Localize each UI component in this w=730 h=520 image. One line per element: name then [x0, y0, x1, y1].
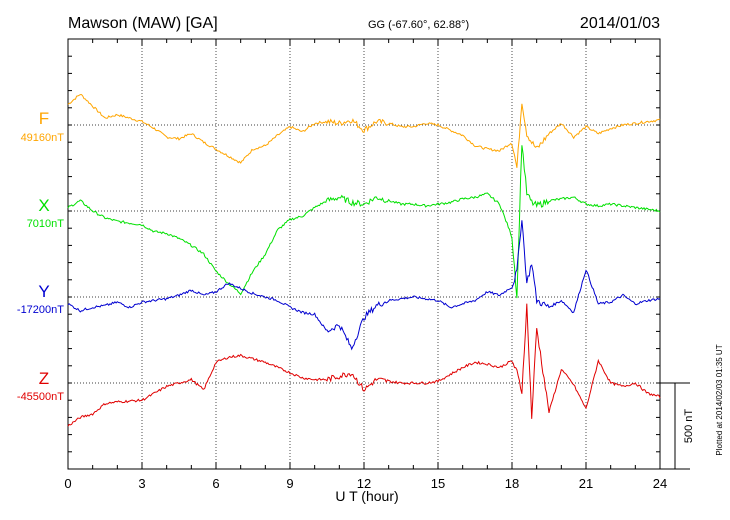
- coordinates-label: GG (-67.60°, 62.88°): [368, 19, 469, 31]
- plot-frame: [67, 38, 661, 470]
- series-name-f: F: [39, 109, 49, 128]
- scale-bar: 500 nT: [660, 382, 695, 470]
- series-name-z: Z: [39, 369, 49, 388]
- x-tick-label: 12: [357, 476, 371, 491]
- x-tick-label: 18: [505, 476, 519, 491]
- station-title: Mawson (MAW) [GA]: [68, 15, 218, 32]
- series-baseline-f: 49160nT: [21, 132, 65, 144]
- x-tick-labels: 0 3 6 9 12 15 18 21 24: [64, 476, 667, 491]
- x-tick-label: 21: [579, 476, 593, 491]
- series-lines: [67, 94, 661, 427]
- x-tick-label: 6: [212, 476, 219, 491]
- series-name-x: X: [38, 196, 49, 215]
- scale-bar-label: 500 nT: [683, 409, 695, 444]
- series-name-y: Y: [38, 282, 49, 301]
- x-tick-label: 3: [138, 476, 145, 491]
- series-baseline-z: -45500nT: [17, 391, 64, 403]
- date-label: 2014/01/03: [580, 15, 660, 32]
- series-labels: F 49160nT X 7010nT Y -17200nT Z -45500nT: [17, 109, 64, 403]
- x-axis-label: U T (hour): [335, 488, 398, 504]
- x-tick-label: 24: [653, 476, 667, 491]
- series-baseline-x: 7010nT: [27, 218, 65, 230]
- series-line-z: [67, 303, 661, 427]
- x-tick-label: 0: [64, 476, 71, 491]
- x-tick-label: 9: [286, 476, 293, 491]
- plotted-note: Plotted at 2014/02/03 01:35 UT: [715, 344, 724, 455]
- series-line-f: [67, 94, 661, 168]
- series-line-y: [67, 220, 661, 351]
- series-baseline-y: -17200nT: [17, 304, 64, 316]
- axis-ticks: [67, 38, 661, 470]
- x-tick-label: 15: [431, 476, 445, 491]
- grid-lines: [68, 39, 660, 469]
- series-line-x: [67, 145, 661, 299]
